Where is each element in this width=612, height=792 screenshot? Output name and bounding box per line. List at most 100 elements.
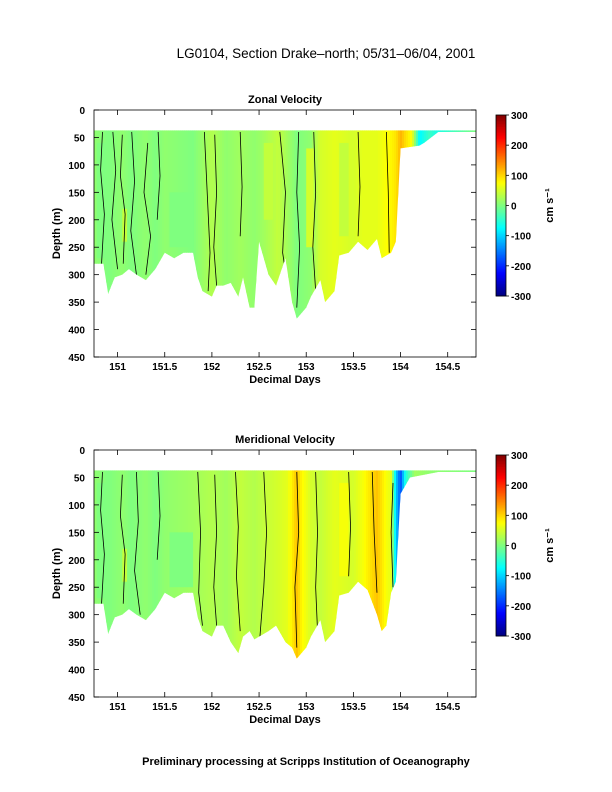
- colorbar-segment: [496, 482, 506, 485]
- data-column: [118, 470, 121, 659]
- x-tick-label: 153.5: [341, 702, 366, 713]
- data-column: [378, 130, 381, 319]
- data-column: [106, 470, 109, 659]
- colorbar-segment: [496, 283, 506, 286]
- data-column: [202, 470, 205, 659]
- colorbar-tick-label: 100: [511, 511, 528, 522]
- data-column: [400, 470, 403, 659]
- colorbar-segment: [496, 181, 506, 184]
- data-column: [282, 470, 285, 659]
- data-column: [354, 470, 357, 659]
- colorbar-segment: [496, 506, 506, 509]
- data-column: [168, 130, 171, 319]
- colorbar-tick-label: 300: [511, 451, 528, 462]
- data-column: [274, 470, 277, 659]
- colorbar-segment: [496, 185, 506, 188]
- data-column: [328, 130, 331, 319]
- data-column: [456, 470, 459, 659]
- data-column: [222, 130, 225, 319]
- colorbar-segment: [496, 151, 506, 154]
- y-tick-label: 350: [68, 638, 85, 649]
- data-column: [136, 130, 139, 319]
- colorbar-segment: [496, 279, 506, 282]
- data-column: [380, 130, 383, 319]
- plot-frame: [93, 449, 477, 698]
- colorbar-segment: [496, 155, 506, 158]
- y-tick-label: 0: [79, 106, 85, 117]
- colorbar-segment: [496, 569, 506, 572]
- data-column: [350, 470, 353, 659]
- colorbar-segment: [496, 140, 506, 143]
- data-column: [218, 130, 221, 319]
- colorbar-tick-label: 200: [511, 481, 528, 492]
- data-column: [116, 130, 119, 319]
- data-column: [160, 470, 163, 659]
- data-column: [410, 470, 413, 659]
- colorbar-tick-label: -300: [511, 632, 531, 643]
- colorbar-segment: [496, 584, 506, 587]
- colorbar-segment: [496, 593, 506, 596]
- data-column: [152, 130, 155, 319]
- data-column: [300, 130, 303, 319]
- data-column: [286, 470, 289, 659]
- colorbar-segment: [496, 622, 506, 625]
- data-column: [468, 470, 471, 659]
- colorbar-segment: [496, 262, 506, 265]
- colorbar-segment: [496, 519, 506, 522]
- data-column: [162, 470, 165, 659]
- colorbar-segment: [496, 524, 506, 527]
- colorbar-segment: [496, 470, 506, 472]
- colorbar-tick-label: -200: [511, 262, 531, 273]
- data-column: [428, 470, 431, 659]
- colorbar-segment: [496, 118, 506, 120]
- colorbar-segment: [496, 292, 506, 295]
- colorbar-segment: [496, 214, 506, 217]
- colorbar-segment: [496, 456, 506, 459]
- colorbar-tick-label: -100: [511, 232, 531, 243]
- contour-line: [120, 474, 126, 604]
- data-column: [120, 470, 123, 659]
- data-column: [194, 470, 197, 659]
- contour-line: [143, 142, 151, 275]
- colorbar-segment: [496, 273, 506, 276]
- colorbar-segment: [496, 610, 506, 613]
- colorbar-segment: [496, 264, 506, 267]
- colorbar-segment: [496, 562, 506, 564]
- data-column: [406, 130, 409, 319]
- data-column: [318, 130, 321, 319]
- data-column: [154, 470, 157, 659]
- colorbar-segment: [496, 509, 506, 512]
- data-column: [394, 130, 397, 319]
- data-column: [298, 130, 301, 319]
- data-column: [248, 130, 251, 319]
- data-column: [204, 470, 207, 659]
- colorbar-segment: [496, 250, 506, 253]
- colorbar-segment: [496, 501, 506, 504]
- colorbar-segment: [496, 459, 506, 462]
- colorbar-segment: [496, 486, 506, 489]
- data-column: [352, 470, 355, 659]
- y-tick-label: 100: [68, 501, 85, 512]
- contour-line: [197, 471, 203, 626]
- colorbar-segment: [496, 270, 506, 273]
- data-column: [328, 470, 331, 659]
- colorbar-segment: [496, 608, 506, 611]
- colorbar-segment: [496, 626, 506, 629]
- data-column: [156, 470, 159, 659]
- data-column: [232, 470, 235, 659]
- data-column: [270, 130, 273, 319]
- colorbar-segment: [496, 182, 506, 185]
- colorbar-segment: [496, 228, 506, 231]
- data-column: [220, 130, 223, 319]
- data-column: [112, 470, 115, 659]
- colorbar-tick-label: -100: [511, 572, 531, 583]
- colorbar-segment: [496, 137, 506, 140]
- colorbar-segment: [496, 133, 506, 136]
- data-column: [290, 130, 293, 319]
- data-column: [114, 130, 117, 319]
- x-tick-label: 154: [392, 702, 409, 713]
- data-column: [254, 130, 257, 319]
- data-column: [226, 470, 229, 659]
- data-column: [272, 470, 275, 659]
- data-column: [166, 130, 169, 319]
